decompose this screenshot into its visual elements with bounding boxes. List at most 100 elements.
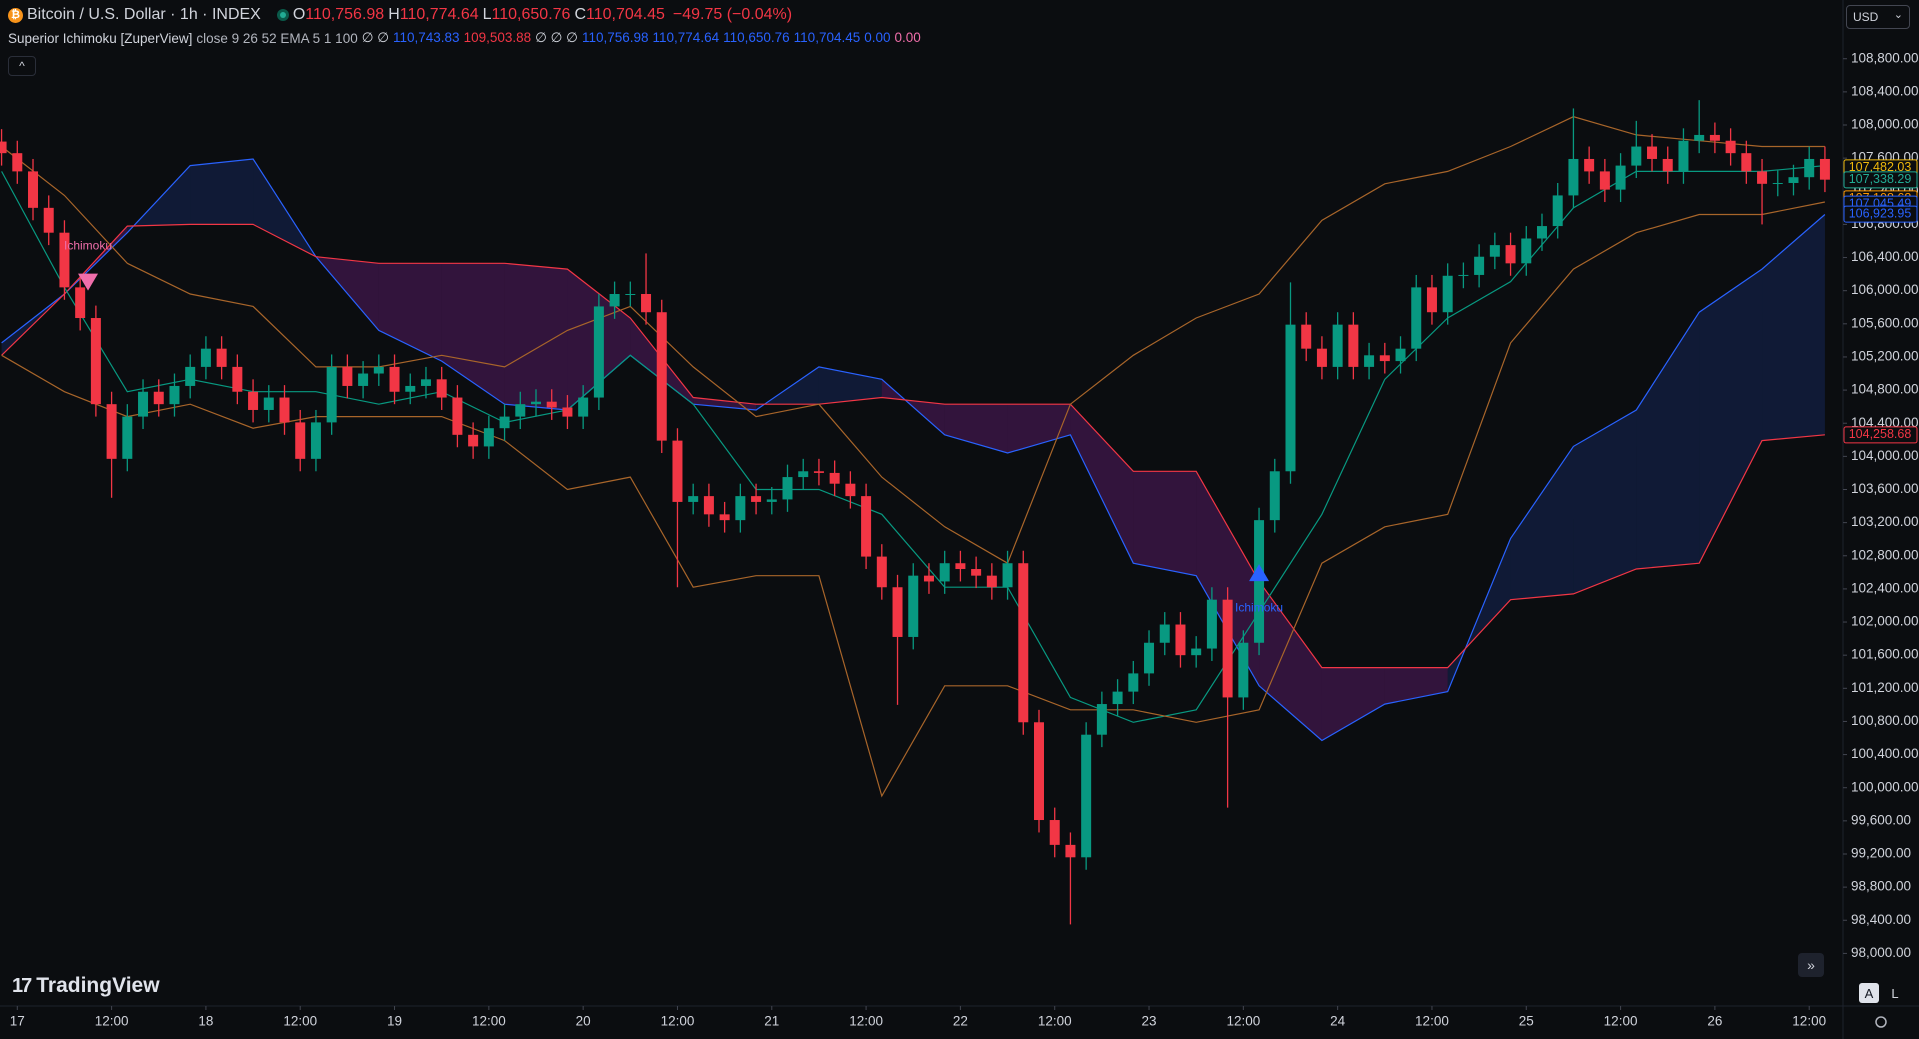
candle-body bbox=[59, 232, 70, 288]
candle-body bbox=[735, 496, 746, 521]
signal-label: Ichimoku bbox=[64, 239, 112, 253]
x-tick-label: 24 bbox=[1330, 1014, 1346, 1029]
indicator-params: close 9 26 52 EMA 5 1 100 bbox=[196, 30, 358, 46]
candle-body bbox=[43, 207, 54, 233]
candle-body bbox=[358, 373, 369, 386]
candle-body bbox=[216, 348, 227, 367]
y-tick-label: 102,000.00 bbox=[1851, 614, 1919, 629]
candle-body bbox=[12, 153, 23, 172]
y-tick-label: 100,000.00 bbox=[1851, 779, 1919, 794]
cloud-segment bbox=[1510, 446, 1574, 600]
candle-body bbox=[1772, 182, 1783, 184]
candle-body bbox=[1301, 324, 1312, 349]
indicator-values: ∅ ∅ 110,743.83 109,503.88 ∅ ∅ ∅ 110,756.98 11… bbox=[362, 30, 925, 46]
candle-body bbox=[28, 171, 39, 208]
candle-body bbox=[1505, 245, 1516, 264]
candle-body bbox=[1112, 691, 1123, 705]
currency-select[interactable]: USD bbox=[1846, 5, 1910, 29]
logo[interactable]: 17 TradingView bbox=[12, 974, 160, 998]
candle-body bbox=[106, 404, 117, 459]
candle-body bbox=[1709, 134, 1720, 141]
candle-body bbox=[389, 366, 400, 392]
cloud-segment bbox=[378, 263, 442, 362]
y-tick-label: 100,800.00 bbox=[1851, 713, 1919, 728]
candle-body bbox=[703, 496, 714, 515]
candle-body bbox=[1568, 158, 1579, 196]
candle-body bbox=[766, 499, 777, 502]
cloud-segment bbox=[441, 263, 505, 405]
cloud-segment bbox=[1573, 409, 1637, 594]
x-tick-label: 12:00 bbox=[1604, 1014, 1638, 1029]
cloud-segment bbox=[1007, 404, 1071, 454]
candle-body bbox=[310, 422, 321, 459]
cloud-segment bbox=[127, 165, 191, 233]
y-tick-label: 106,000.00 bbox=[1851, 282, 1919, 297]
collapse-button[interactable]: ^ bbox=[8, 56, 36, 76]
candle-body bbox=[1662, 158, 1673, 172]
candle-body bbox=[1269, 471, 1280, 521]
candle-body bbox=[609, 293, 620, 307]
candle-body bbox=[923, 575, 934, 582]
x-tick-label: 12:00 bbox=[1415, 1014, 1449, 1029]
candle-body bbox=[1552, 195, 1563, 227]
candle-body bbox=[515, 404, 526, 417]
symbol-title[interactable]: Bitcoin / U.S. Dollar · 1h · INDEX bbox=[27, 6, 261, 23]
y-tick-label: 108,000.00 bbox=[1851, 117, 1919, 132]
price-tag-label: 106,923.95 bbox=[1849, 206, 1912, 220]
candle-body bbox=[798, 471, 809, 478]
candle-body bbox=[75, 287, 86, 319]
candle-body bbox=[452, 397, 463, 435]
price-tag bbox=[1843, 171, 1918, 189]
candle-body bbox=[185, 366, 196, 386]
candle-body bbox=[1694, 134, 1705, 141]
candle-body bbox=[1191, 648, 1202, 656]
y-tick-label: 101,600.00 bbox=[1851, 647, 1919, 662]
scroll-button[interactable]: » bbox=[1798, 953, 1824, 977]
cloud-segment bbox=[1636, 312, 1700, 570]
ohlc-value: 110,774.64 bbox=[399, 6, 479, 23]
span-b-line bbox=[1, 223, 1825, 669]
candle-body bbox=[1254, 520, 1265, 643]
indicator-value: 0.00 bbox=[894, 30, 921, 45]
indicator-line bbox=[1, 201, 1826, 798]
candle-body bbox=[232, 366, 243, 392]
candle-body bbox=[1521, 238, 1532, 264]
candle-body bbox=[1426, 287, 1437, 313]
ohlc-value: 110,704.45 bbox=[586, 6, 665, 23]
candle-body bbox=[986, 575, 997, 588]
candle-body bbox=[1725, 140, 1736, 154]
candle-body bbox=[1332, 324, 1343, 367]
settings-icon bbox=[1875, 1016, 1887, 1028]
log-scale-button[interactable]: L bbox=[1891, 985, 1899, 1001]
x-tick-label: 12:00 bbox=[95, 1014, 129, 1029]
candle-body bbox=[625, 293, 636, 295]
candle-body bbox=[782, 477, 793, 500]
candle-body bbox=[1411, 287, 1422, 349]
candle-body bbox=[1804, 158, 1815, 178]
indicator-name[interactable]: Superior Ichimoku [ZuperView] bbox=[8, 30, 193, 46]
candle-body bbox=[829, 472, 840, 484]
market-status[interactable] bbox=[276, 9, 289, 21]
candle-body bbox=[908, 575, 919, 637]
candle-body bbox=[1348, 324, 1359, 367]
symbol-icon: ₿ bbox=[8, 7, 23, 23]
indicator-value: 110,774.64 bbox=[652, 30, 720, 45]
candle-body bbox=[153, 391, 164, 405]
auto-scale-button[interactable]: A bbox=[1859, 983, 1879, 1003]
indicator-value: 110,756.98 bbox=[581, 30, 649, 45]
candle-body bbox=[1159, 624, 1170, 643]
candle-body bbox=[1081, 734, 1092, 858]
candle-body bbox=[200, 348, 211, 367]
x-tick-label: 23 bbox=[1142, 1014, 1157, 1029]
ohlc-value: 110,756.98 bbox=[305, 6, 385, 23]
candle-body bbox=[876, 556, 887, 588]
candle-body bbox=[1238, 642, 1249, 698]
y-tick-label: 108,400.00 bbox=[1851, 83, 1919, 98]
candle-body bbox=[751, 496, 762, 502]
cloud-segment bbox=[504, 263, 568, 410]
price-change: −49.75 (−0.04%) bbox=[672, 6, 793, 23]
candle-body bbox=[1364, 355, 1375, 367]
candle-body bbox=[1065, 844, 1076, 858]
candle-body bbox=[1458, 274, 1469, 276]
